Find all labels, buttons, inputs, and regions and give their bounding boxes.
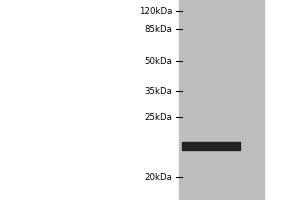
Bar (178, 0, 264, 200)
Text: 85kDa: 85kDa (145, 24, 172, 33)
Text: 20kDa: 20kDa (145, 172, 172, 182)
Text: 120kDa: 120kDa (139, 6, 172, 16)
Text: 35kDa: 35kDa (145, 87, 172, 96)
Text: 25kDa: 25kDa (145, 112, 172, 121)
Bar (182, 142, 240, 150)
Text: 50kDa: 50kDa (145, 56, 172, 66)
